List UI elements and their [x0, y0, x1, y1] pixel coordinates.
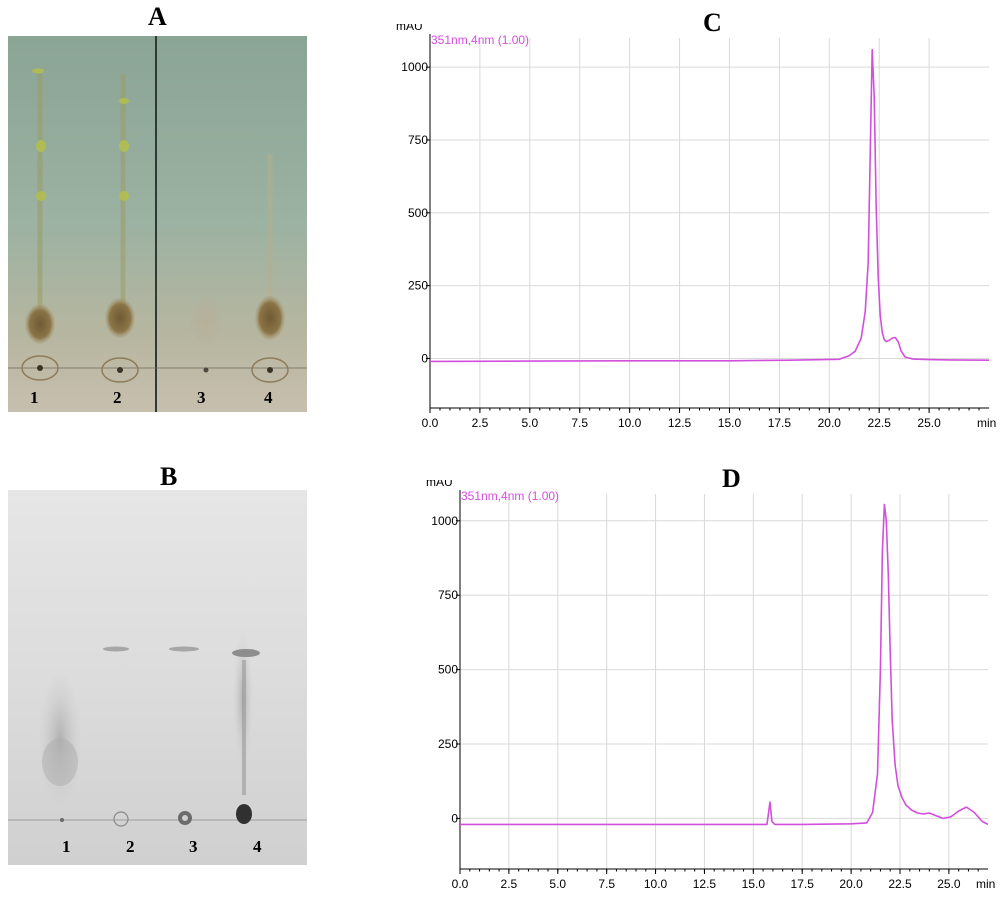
chromatogram-trace: [429, 48, 990, 363]
series-label: 351nm,4nm (1.00): [431, 33, 529, 47]
x-tick-label: 15.0: [742, 877, 766, 891]
chromatogram-d: 0.0 2.5 5.0 7.5 10.0 12.5 15.0 17.5 20.0 22.5 25.0…: [426, 480, 995, 891]
x-tick-label: 5.0: [549, 877, 566, 891]
tlc-b-bands: [103, 646, 260, 657]
x-axis-label: min: [977, 416, 996, 430]
x-tick-label: 0.0: [422, 416, 439, 430]
x-tick-label: 17.5: [768, 416, 792, 430]
tlc-a-streaks: [37, 73, 273, 309]
tlc-b-lane-3: 3: [189, 837, 198, 856]
tlc-a-spots: [25, 296, 285, 345]
y-axis-label: mAU: [396, 24, 423, 33]
x-tick-label: 15.0: [718, 416, 742, 430]
tlc-b-lane-2: 2: [126, 837, 135, 856]
x-tick-label: 7.5: [571, 416, 588, 430]
y-tick-label: 0: [451, 811, 458, 825]
y-tick-label: 250: [408, 279, 428, 293]
y-tick-label: 250: [438, 737, 458, 751]
tlc-b-origin: [8, 804, 307, 827]
x-tick-label: 7.5: [598, 877, 615, 891]
x-tick-label: 25.0: [937, 877, 961, 891]
x-tick-label: 0.0: [452, 877, 469, 891]
y-tick-label: 750: [438, 588, 458, 602]
x-tick-label: 25.0: [917, 416, 941, 430]
x-axis-label: min: [976, 877, 995, 891]
y-tick-label: 500: [408, 206, 428, 220]
tlc-b-smears: [38, 630, 253, 810]
gridlines: [430, 38, 989, 408]
x-tick-label: 2.5: [472, 416, 489, 430]
gridlines: [460, 494, 988, 869]
panel-a-letter: A: [148, 2, 167, 31]
tlc-a-lane-3: 3: [197, 388, 206, 407]
panel-b-letter: B: [160, 462, 178, 491]
x-tick-label: 17.5: [791, 877, 815, 891]
x-tick-label: 10.0: [618, 416, 642, 430]
tlc-a-lane-2: 2: [113, 388, 122, 407]
y-tick-label: 1000: [401, 60, 428, 74]
y-tick-label: 500: [438, 663, 458, 677]
panel-c-letter: C: [703, 8, 722, 37]
x-tick-label: 20.0: [839, 877, 863, 891]
y-tick-label: 750: [408, 133, 428, 147]
tlc-a-lane-1: 1: [30, 388, 39, 407]
x-tick-label: 2.5: [501, 877, 518, 891]
tlc-a-origin: [8, 355, 307, 383]
y-tick-label: 1000: [431, 514, 458, 528]
tlc-plate-a: 1 2 3 4: [8, 36, 307, 412]
x-tick-label: 12.5: [693, 877, 717, 891]
y-axis-label: mAU: [426, 480, 453, 489]
tlc-a-lane-4: 4: [264, 388, 273, 407]
chromatogram-trace: [460, 503, 989, 826]
panel-d-letter: D: [722, 464, 741, 493]
x-tick-label: 5.0: [521, 416, 538, 430]
tlc-plate-b: 1 2 3 4: [8, 490, 307, 865]
x-tick-label: 12.5: [668, 416, 692, 430]
tlc-a-yellow-bands: [32, 68, 129, 201]
chromatogram-c: 0.0 2.5 5.0 7.5 10.0 12.5 15.0 17.5 20.0 22.5 25.0…: [396, 24, 996, 430]
x-tick-label: 22.5: [868, 416, 892, 430]
y-tick-label: 0: [421, 351, 428, 365]
x-tick-label: 20.0: [818, 416, 842, 430]
x-tick-label: 10.0: [644, 877, 668, 891]
x-tick-label: 22.5: [888, 877, 912, 891]
tlc-b-lane-4: 4: [253, 837, 262, 856]
tlc-b-lane-1: 1: [62, 837, 71, 856]
series-label: 351nm,4nm (1.00): [461, 489, 559, 503]
